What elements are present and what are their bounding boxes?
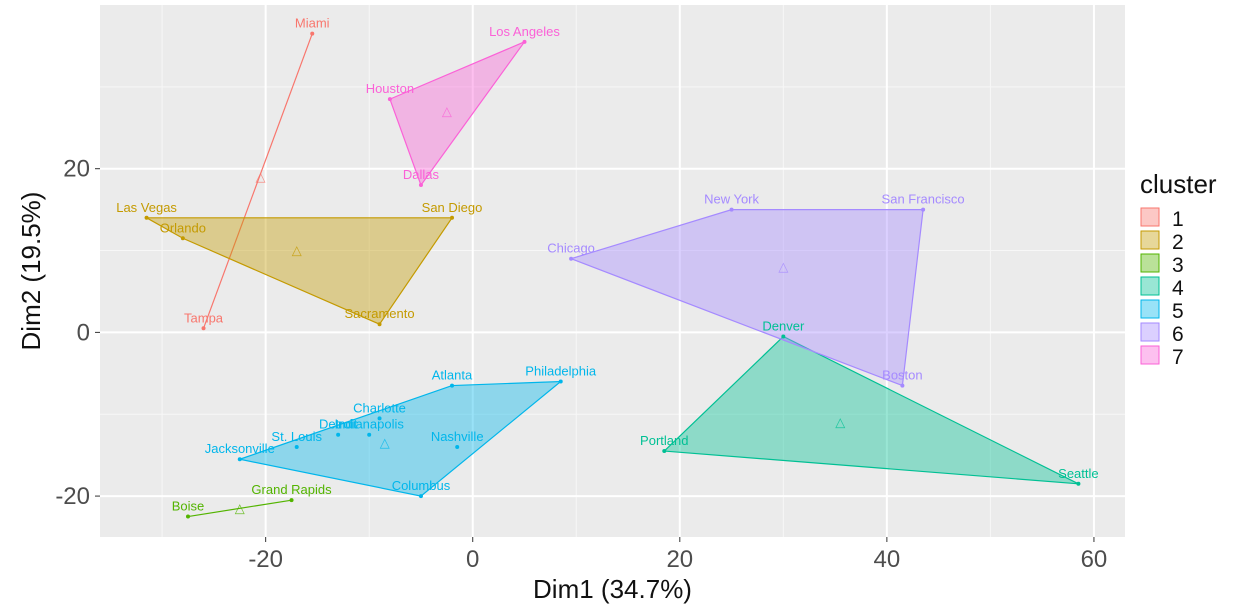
point-tampa (201, 326, 206, 331)
point-boise (186, 514, 191, 519)
cluster-4-hull (662, 335, 1079, 485)
label-columbus: Columbus (392, 478, 451, 493)
legend-key-7 (1140, 345, 1160, 365)
legend-key-5 (1140, 299, 1160, 319)
label-houston: Houston (366, 81, 414, 96)
legend-key-4 (1140, 276, 1160, 296)
point-san-diego (450, 215, 455, 220)
point-seattle (1076, 481, 1081, 486)
x-tick-label: 20 (666, 546, 693, 573)
point-orlando (180, 236, 185, 241)
label-chicago: Chicago (547, 241, 595, 256)
x-tick-label: 0 (466, 546, 479, 573)
cluster-1-centroid: △ (255, 169, 265, 184)
legend-key-6 (1140, 322, 1160, 342)
legend-key-2 (1140, 230, 1160, 250)
point-boston (900, 383, 905, 388)
cluster-1-hull (202, 33, 313, 329)
label-indianapolis: Indianapolis (334, 417, 404, 432)
city-labels: Miami Tampa Las Vegas Orlando San Diego Sacra… (116, 16, 1098, 514)
point-miami (310, 31, 315, 36)
label-nashville: Nashville (431, 429, 484, 444)
grid-lines (100, 5, 1125, 537)
label-tampa: Tampa (184, 310, 224, 325)
label-las-vegas: Las Vegas (116, 200, 177, 215)
x-tick-label: 60 (1081, 546, 1108, 573)
point-atlanta (450, 383, 455, 388)
label-boise: Boise (172, 499, 205, 514)
label-san-francisco: San Francisco (882, 192, 965, 207)
cluster-7-centroid: △ (442, 103, 452, 118)
point-portland (662, 449, 667, 454)
label-orlando: Orlando (160, 220, 206, 235)
legend-label-2: 2 (1172, 231, 1184, 254)
y-tick-label: 0 (77, 319, 90, 346)
cluster-3-centroid: △ (235, 500, 245, 515)
point-columbus (418, 494, 423, 499)
label-st-louis: St. Louis (271, 429, 322, 444)
cluster-5-centroid: △ (380, 435, 390, 450)
label-dallas: Dallas (403, 167, 440, 182)
cluster-3-hull (187, 499, 292, 518)
point-jacksonville (237, 457, 242, 462)
label-denver: Denver (762, 318, 805, 333)
legend-title: cluster (1140, 169, 1217, 199)
point-philadelphia (558, 379, 563, 384)
legend-label-3: 3 (1172, 254, 1184, 277)
point-chicago (569, 256, 574, 261)
point-los-angeles (522, 39, 527, 44)
city-points (144, 31, 1081, 519)
cluster-7-hull (389, 40, 527, 187)
label-atlanta: Atlanta (432, 368, 473, 383)
legend-label-4: 4 (1172, 277, 1184, 300)
point-charlotte (377, 416, 382, 421)
point-detroit (336, 432, 341, 437)
axis-ticks: -20 0 20 40 60 -20 0 20 (55, 156, 1107, 573)
label-grand-rapids: Grand Rapids (251, 482, 332, 497)
cluster-4-centroid: △ (835, 414, 845, 429)
point-san-francisco (921, 207, 926, 212)
legend-label-5: 5 (1172, 300, 1184, 323)
legend-label-6: 6 (1172, 323, 1184, 346)
point-denver (781, 334, 786, 339)
cluster-2-centroid: △ (292, 243, 302, 258)
cluster-hulls (144, 33, 1079, 518)
point-grand-rapids (289, 498, 294, 503)
label-detroit: Detroit (319, 417, 358, 432)
point-indianapolis (367, 432, 372, 437)
label-los-angeles: Los Angeles (489, 24, 560, 39)
point-houston (387, 97, 392, 102)
label-sacramento: Sacramento (344, 306, 414, 321)
point-nashville (455, 444, 460, 449)
cluster-centroids: △ △ △ △ △ △ △ (235, 103, 846, 515)
legend-label-1: 1 (1172, 208, 1184, 231)
legend-key-1 (1140, 207, 1160, 227)
legend-key-3 (1140, 253, 1160, 273)
label-philadelphia: Philadelphia (525, 363, 597, 378)
label-san-diego: San Diego (422, 200, 483, 215)
cluster-6-centroid: △ (778, 259, 788, 274)
point-dallas (418, 183, 423, 188)
point-las-vegas (144, 215, 149, 220)
point-st-louis (294, 444, 299, 449)
label-new-york: New York (704, 192, 759, 207)
legend-label-7: 7 (1172, 346, 1184, 369)
label-miami: Miami (295, 16, 330, 31)
label-portland: Portland (640, 433, 688, 448)
y-axis-title: Dim2 (19.5%) (16, 192, 46, 351)
label-charlotte: Charlotte (353, 400, 406, 415)
label-jacksonville: Jacksonville (205, 441, 275, 456)
label-seattle: Seattle (1058, 466, 1098, 481)
y-tick-label: 20 (63, 156, 90, 183)
y-tick-label: -20 (55, 483, 90, 510)
x-tick-label: 40 (874, 546, 901, 573)
x-axis-title: Dim1 (34.7%) (533, 574, 692, 604)
point-sacramento (377, 322, 382, 327)
label-boston: Boston (882, 368, 922, 383)
x-tick-label: -20 (248, 546, 283, 573)
point-new-york (729, 207, 734, 212)
